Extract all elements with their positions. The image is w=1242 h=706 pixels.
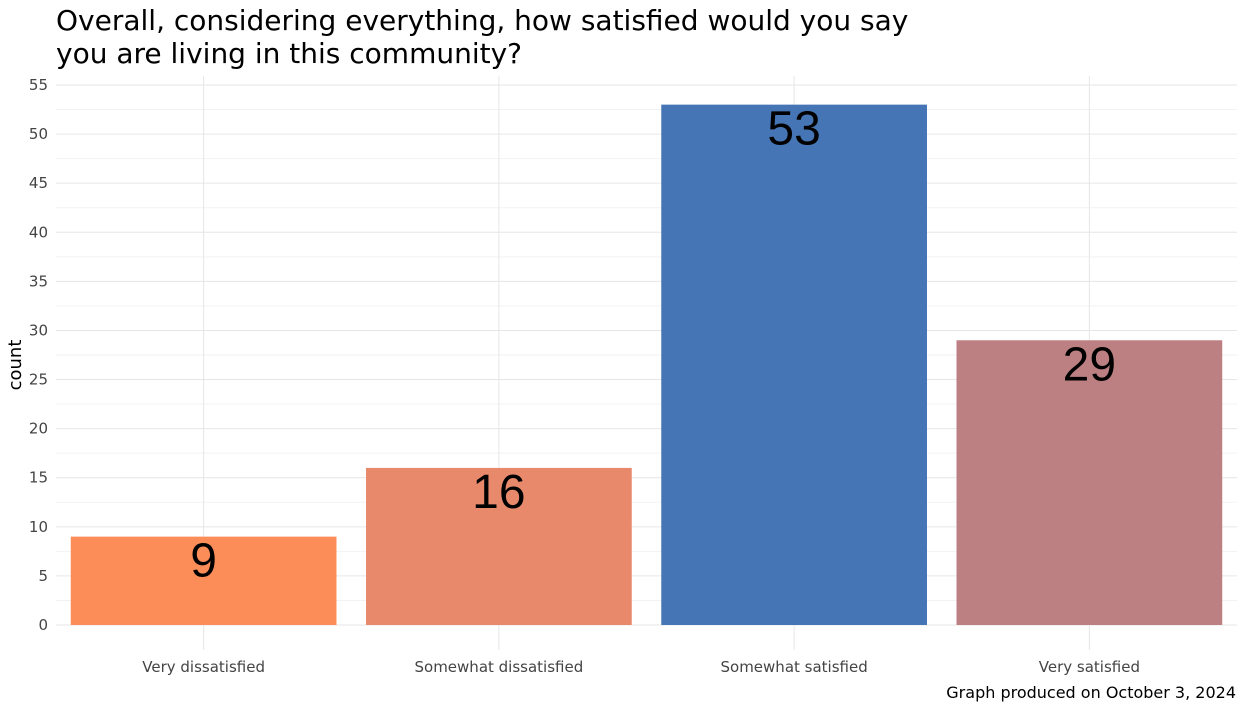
caption: Graph produced on October 3, 2024 [946, 683, 1236, 702]
y-tick-label: 45 [29, 174, 48, 192]
x-axis-ticks: Very dissatisfied Somewhat dissatisfied So… [142, 658, 1140, 676]
x-tick-label: Very dissatisfied [142, 658, 265, 676]
y-tick-label: 10 [29, 518, 48, 536]
chart-title-line-1: Overall, considering everything, how sat… [56, 4, 909, 37]
x-tick-label: Somewhat satisfied [721, 658, 868, 676]
y-tick-label: 55 [29, 76, 48, 94]
y-tick-label: 25 [29, 371, 48, 389]
bar-value-label: 9 [190, 535, 217, 588]
bar-value-label: 16 [472, 466, 525, 519]
bar [70, 536, 337, 625]
y-tick-label: 40 [29, 223, 48, 241]
x-tick-label: Very satisfied [1039, 658, 1140, 676]
bar [956, 340, 1223, 625]
y-tick-label: 30 [29, 321, 48, 339]
bar-value-label: 29 [1063, 338, 1116, 391]
x-tick-label: Somewhat dissatisfied [415, 658, 584, 676]
y-tick-label: 15 [29, 469, 48, 487]
y-tick-label: 0 [38, 616, 48, 634]
y-tick-label: 50 [29, 125, 48, 143]
y-tick-label: 20 [29, 420, 48, 438]
bar-value-label: 53 [767, 103, 820, 156]
y-tick-label: 35 [29, 272, 48, 290]
y-axis-ticks: 0 5 10 15 20 25 30 35 40 45 50 55 [29, 76, 48, 634]
bar [661, 104, 927, 626]
bar [366, 467, 632, 625]
chart-title: Overall, considering everything, how sat… [56, 4, 956, 70]
y-tick-label: 5 [38, 567, 48, 585]
chart-title-line-2: you are living in this community? [56, 37, 523, 70]
bars: 9 16 53 29 [70, 103, 1223, 626]
y-axis-label: count [5, 340, 26, 391]
